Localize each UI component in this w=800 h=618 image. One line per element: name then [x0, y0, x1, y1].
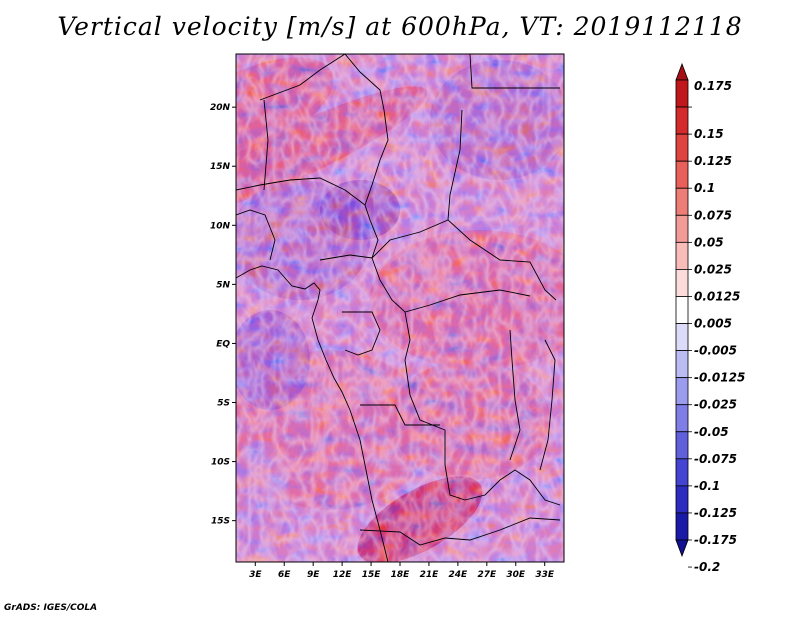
colorbar-segment: [675, 458, 689, 487]
colorbar-segment: [675, 187, 689, 216]
y-tick-label: 20N: [210, 103, 231, 113]
y-tick-label: 15N: [210, 162, 231, 172]
x-tick-label: 6E: [278, 570, 291, 580]
x-tick-label: 3E: [249, 570, 262, 580]
y-tick-label: 5S: [217, 399, 230, 409]
colorbar-segment: [675, 214, 689, 243]
colorbar-label: -0.125: [694, 506, 737, 520]
x-tick-label: 27E: [477, 570, 497, 580]
colorbar-segment: [675, 539, 689, 558]
colorbar-segment: [675, 133, 689, 162]
colorbar-label: 0.005: [694, 317, 732, 331]
colorbar-segment: [675, 431, 689, 460]
x-tick-label: 30E: [506, 570, 526, 580]
colorbar-label: -0.005: [694, 344, 737, 358]
chart-title: Vertical velocity [m/s] at 600hPa, VT: 2…: [57, 12, 743, 41]
y-tick-label: 10N: [210, 221, 231, 231]
country-borders: [236, 54, 561, 562]
colorbar-segment: [675, 106, 689, 135]
colorbar-label: 0.1: [694, 181, 715, 195]
y-tick-label: 10S: [211, 458, 230, 468]
colorbar-label: 0.15: [694, 127, 724, 141]
colorbar-label: -0.2: [694, 560, 720, 574]
x-axis: 3E 6E 9E 12E 15E 18E 21E 24E 27E 30E 33E: [249, 562, 555, 580]
colorbar-segment: [675, 323, 689, 351]
x-tick-label: 33E: [535, 570, 555, 580]
colorbar-label: -0.0125: [694, 371, 745, 385]
x-tick-label: 12E: [333, 570, 353, 580]
colorbar-segment: [675, 377, 689, 406]
colorbar-label: 0.075: [694, 208, 732, 222]
colorbar-label: 0.05: [694, 235, 724, 249]
x-tick-label: 9E: [307, 570, 320, 580]
colorbar: 0.175 0.15 0.125 0.1 0.075 0.05 0.025 0.0125 0.0…: [675, 62, 745, 574]
footer-credit: GrADS: IGES/COLA: [4, 603, 98, 613]
x-tick-label: 21E: [420, 570, 440, 580]
colorbar-segment: [675, 404, 689, 433]
colorbar-label: 0.025: [694, 262, 732, 276]
plot-area: [236, 54, 564, 562]
x-tick-label: 24E: [449, 570, 469, 580]
y-axis: 20N 15N 10N 5N EQ 5S 10S 15S: [210, 103, 236, 527]
colorbar-label: -0.175: [694, 533, 737, 547]
x-tick-label: 18E: [391, 570, 411, 580]
colorbar-label: 0.125: [694, 154, 732, 168]
colorbar-segment: [675, 269, 689, 297]
colorbar-segment: [675, 296, 689, 324]
colorbar-segment: [675, 350, 689, 379]
colorbar-label: -0.1: [694, 479, 720, 493]
x-tick-label: 15E: [362, 570, 382, 580]
colorbar-segment: [675, 241, 689, 270]
y-tick-label: EQ: [216, 339, 230, 349]
colorbar-segment: [675, 485, 689, 514]
colorbar-segment: [675, 79, 689, 108]
colorbar-segment: [675, 62, 689, 81]
colorbar-segment: [675, 160, 689, 189]
y-tick-label: 15S: [211, 517, 230, 527]
colorbar-label: 0.0125: [694, 289, 740, 303]
colorbar-segment: [675, 512, 689, 541]
y-tick-label: 5N: [216, 280, 230, 290]
colorbar-label: -0.075: [694, 452, 737, 466]
colorbar-label: -0.05: [694, 425, 729, 439]
colorbar-label: 0.175: [694, 79, 732, 93]
colorbar-label: -0.025: [694, 398, 737, 412]
